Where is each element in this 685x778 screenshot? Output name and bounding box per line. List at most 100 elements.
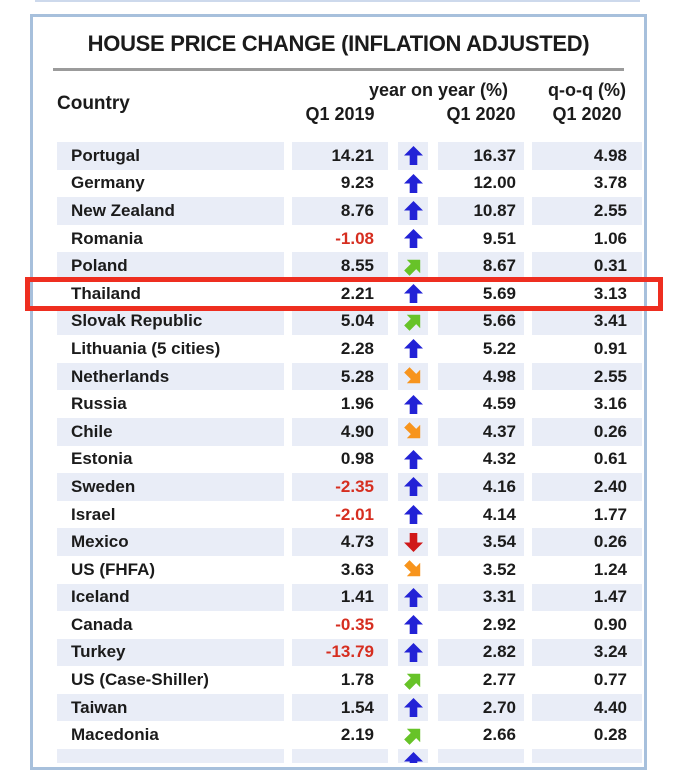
trend-downright-icon xyxy=(403,560,420,577)
table-row: Netherlands 5.28 4.98 2.55 xyxy=(33,362,644,391)
qoq-cell: 2.55 xyxy=(532,362,642,391)
qoq-cell: 3.78 xyxy=(593,173,627,193)
trend-up-icon xyxy=(403,587,423,607)
table-header: Country year on year (%) q-o-q (%) Q1 20… xyxy=(33,80,644,128)
country-cell: Netherlands xyxy=(57,362,284,391)
column-group-qoq: q-o-q (%) xyxy=(548,80,626,100)
yoy-q1-2019-cell: 0.98 xyxy=(340,449,374,469)
trend-downright-icon xyxy=(403,367,420,384)
trend-down-icon xyxy=(403,532,423,552)
trend-upright-icon xyxy=(403,728,420,745)
trend-cell xyxy=(398,446,428,474)
yoy-q1-2020-cell: 2.66 xyxy=(482,725,516,745)
yoy-q1-2019-cell: 3.63 xyxy=(340,559,374,579)
yoy-q1-2019-cell: 1.78 xyxy=(340,670,374,690)
column-header-q1-2020: Q1 2020 xyxy=(446,104,516,124)
table-row: Russia 1.96 4.59 3.16 xyxy=(33,390,644,418)
qoq-cell: 0.28 xyxy=(593,725,627,745)
table-row: Chile 4.90 4.37 0.26 xyxy=(33,417,644,446)
cropped-element-divider xyxy=(35,0,640,2)
country-cell: Poland xyxy=(57,252,284,280)
country-cell xyxy=(57,749,284,764)
table-row: Iceland 1.41 3.31 1.47 xyxy=(33,583,644,612)
trend-cell xyxy=(398,666,428,694)
yoy-q1-2019-cell: 5.04 xyxy=(292,307,388,336)
table-row: Turkey -13.79 2.82 3.24 xyxy=(33,638,644,667)
trend-cell xyxy=(398,583,428,612)
yoy-q1-2020-cell: 2.70 xyxy=(438,693,524,722)
yoy-q1-2019-cell: 2.21 xyxy=(340,283,374,303)
yoy-q1-2020-cell: 3.54 xyxy=(438,528,524,556)
trend-cell xyxy=(398,142,428,170)
qoq-cell: 3.41 xyxy=(532,307,642,336)
trend-cell xyxy=(398,390,428,418)
country-cell: Chile xyxy=(57,417,284,446)
country-cell: Germany xyxy=(71,173,145,193)
yoy-q1-2019-cell: 2.28 xyxy=(340,338,374,358)
yoy-q1-2019-cell: -0.35 xyxy=(335,614,374,634)
trend-cell xyxy=(398,721,428,749)
table-row: Mexico 4.73 3.54 0.26 xyxy=(33,528,644,556)
trend-cell xyxy=(398,252,428,280)
qoq-cell: 0.26 xyxy=(532,528,642,556)
country-cell: US (Case-Shiller) xyxy=(71,670,209,690)
yoy-q1-2019-cell: -2.01 xyxy=(335,504,374,524)
qoq-cell: 1.24 xyxy=(593,559,627,579)
trend-up-icon xyxy=(403,642,423,662)
yoy-q1-2020-cell: 3.52 xyxy=(482,559,516,579)
table-row: Estonia 0.98 4.32 0.61 xyxy=(33,446,644,474)
trend-cell xyxy=(398,638,428,667)
country-cell: Iceland xyxy=(57,583,284,612)
trend-cell xyxy=(398,501,428,529)
trend-cell xyxy=(398,749,428,764)
table-row: Poland 8.55 8.67 0.31 xyxy=(33,252,644,280)
yoy-q1-2020-cell: 10.87 xyxy=(438,197,524,225)
qoq-cell: 0.31 xyxy=(532,252,642,280)
trend-upright-icon xyxy=(403,259,420,276)
yoy-q1-2019-cell: 8.76 xyxy=(292,197,388,225)
country-cell: Russia xyxy=(71,394,127,414)
country-cell: Sweden xyxy=(57,473,284,501)
trend-cell xyxy=(398,307,428,336)
trend-up-icon xyxy=(403,146,423,166)
qoq-cell: 0.91 xyxy=(593,338,627,358)
yoy-q1-2020-cell: 2.77 xyxy=(482,670,516,690)
qoq-cell: 3.13 xyxy=(593,283,627,303)
trend-up-icon xyxy=(403,615,423,635)
yoy-q1-2020-cell: 3.31 xyxy=(438,583,524,612)
trend-up-icon xyxy=(403,229,423,249)
trend-up-icon xyxy=(403,201,423,221)
country-cell: Slovak Republic xyxy=(57,307,284,336)
trend-cell xyxy=(398,693,428,722)
column-header-qoq-q1-2020: Q1 2020 xyxy=(552,104,622,124)
yoy-q1-2020-cell: 5.69 xyxy=(482,283,516,303)
trend-cell xyxy=(398,335,428,363)
yoy-q1-2020-cell: 9.51 xyxy=(482,228,516,248)
country-cell: Mexico xyxy=(57,528,284,556)
trend-cell xyxy=(398,417,428,446)
trend-cell xyxy=(398,170,428,198)
column-group-year-on-year: year on year (%) xyxy=(368,80,508,100)
trend-upright-icon xyxy=(403,673,420,690)
qoq-cell: 1.06 xyxy=(593,228,627,248)
country-cell: Taiwan xyxy=(57,693,284,722)
yoy-q1-2019-cell: 5.28 xyxy=(292,362,388,391)
country-cell: Thailand xyxy=(71,283,141,303)
qoq-cell: 4.40 xyxy=(532,693,642,722)
yoy-q1-2020-cell: 2.92 xyxy=(482,614,516,634)
yoy-q1-2020-cell: 4.14 xyxy=(482,504,516,524)
yoy-q1-2019-cell: -2.35 xyxy=(292,473,388,501)
yoy-q1-2020-cell xyxy=(438,749,524,764)
trend-cell xyxy=(398,197,428,225)
table-row: Canada -0.35 2.92 0.90 xyxy=(33,611,644,639)
trend-up-icon xyxy=(403,449,423,469)
qoq-cell: 0.61 xyxy=(593,449,627,469)
country-cell: Romania xyxy=(71,228,143,248)
qoq-cell: 3.16 xyxy=(593,394,627,414)
trend-up-icon xyxy=(403,698,423,718)
trend-up-icon xyxy=(403,339,423,359)
qoq-cell: 0.90 xyxy=(593,614,627,634)
trend-cell xyxy=(398,556,428,584)
yoy-q1-2020-cell: 8.67 xyxy=(438,252,524,280)
trend-cell xyxy=(398,611,428,639)
